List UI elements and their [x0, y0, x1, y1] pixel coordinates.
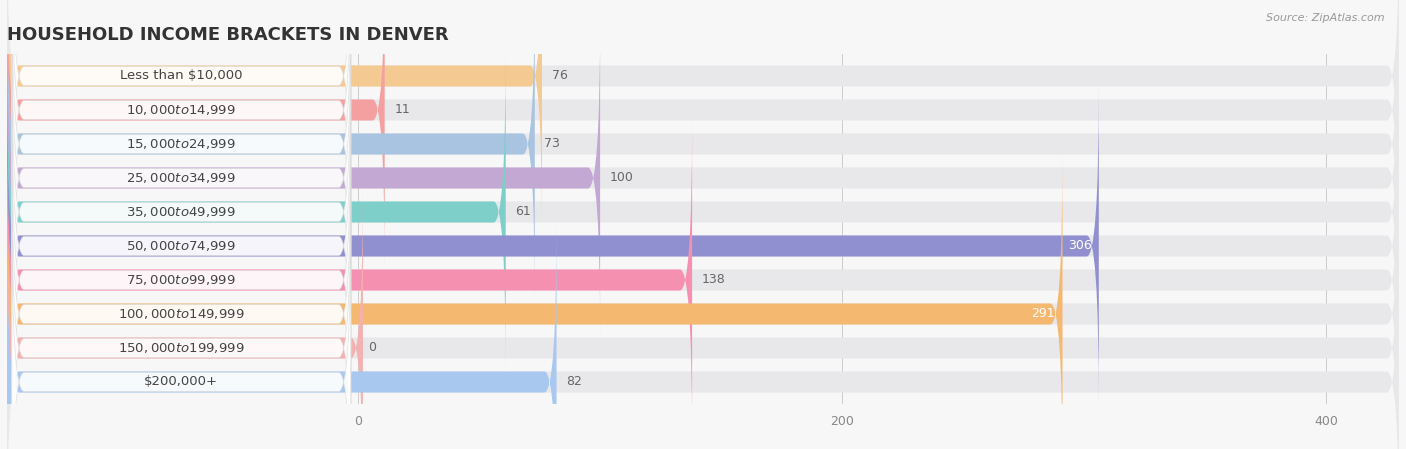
FancyBboxPatch shape	[7, 189, 363, 449]
FancyBboxPatch shape	[7, 154, 1063, 449]
Text: $200,000+: $200,000+	[145, 375, 218, 388]
FancyBboxPatch shape	[11, 52, 350, 373]
Text: $75,000 to $99,999: $75,000 to $99,999	[127, 273, 236, 287]
Text: $50,000 to $74,999: $50,000 to $74,999	[127, 239, 236, 253]
Text: $15,000 to $24,999: $15,000 to $24,999	[127, 137, 236, 151]
FancyBboxPatch shape	[7, 0, 1399, 235]
FancyBboxPatch shape	[7, 223, 1399, 449]
FancyBboxPatch shape	[11, 85, 350, 406]
Text: 61: 61	[516, 206, 531, 219]
Text: 138: 138	[702, 273, 725, 286]
Text: Less than $10,000: Less than $10,000	[120, 70, 243, 83]
FancyBboxPatch shape	[7, 53, 506, 371]
FancyBboxPatch shape	[7, 120, 692, 440]
Text: 100: 100	[610, 172, 634, 185]
Text: $35,000 to $49,999: $35,000 to $49,999	[127, 205, 236, 219]
FancyBboxPatch shape	[7, 0, 534, 304]
FancyBboxPatch shape	[7, 0, 1399, 304]
FancyBboxPatch shape	[7, 87, 1399, 405]
Text: 76: 76	[551, 70, 568, 83]
FancyBboxPatch shape	[7, 154, 1399, 449]
Text: $100,000 to $149,999: $100,000 to $149,999	[118, 307, 245, 321]
FancyBboxPatch shape	[11, 18, 350, 339]
Text: 0: 0	[368, 342, 375, 355]
Text: HOUSEHOLD INCOME BRACKETS IN DENVER: HOUSEHOLD INCOME BRACKETS IN DENVER	[7, 26, 449, 44]
FancyBboxPatch shape	[7, 87, 1099, 405]
Text: 291: 291	[1032, 308, 1056, 321]
Text: 82: 82	[567, 375, 582, 388]
FancyBboxPatch shape	[11, 0, 350, 237]
FancyBboxPatch shape	[7, 0, 385, 269]
Text: 11: 11	[394, 103, 411, 116]
FancyBboxPatch shape	[11, 0, 350, 304]
Text: $150,000 to $199,999: $150,000 to $199,999	[118, 341, 245, 355]
FancyBboxPatch shape	[11, 188, 350, 449]
Text: $10,000 to $14,999: $10,000 to $14,999	[127, 103, 236, 117]
FancyBboxPatch shape	[11, 0, 350, 270]
FancyBboxPatch shape	[7, 223, 557, 449]
Text: $25,000 to $34,999: $25,000 to $34,999	[127, 171, 236, 185]
Text: Source: ZipAtlas.com: Source: ZipAtlas.com	[1267, 13, 1385, 23]
FancyBboxPatch shape	[11, 154, 350, 449]
FancyBboxPatch shape	[7, 0, 1399, 269]
FancyBboxPatch shape	[11, 221, 350, 449]
FancyBboxPatch shape	[7, 0, 543, 235]
FancyBboxPatch shape	[7, 120, 1399, 440]
FancyBboxPatch shape	[7, 18, 1399, 338]
FancyBboxPatch shape	[7, 53, 1399, 371]
FancyBboxPatch shape	[7, 18, 600, 338]
FancyBboxPatch shape	[11, 119, 350, 440]
FancyBboxPatch shape	[7, 189, 1399, 449]
Text: 73: 73	[544, 137, 561, 150]
Text: 306: 306	[1067, 239, 1091, 252]
